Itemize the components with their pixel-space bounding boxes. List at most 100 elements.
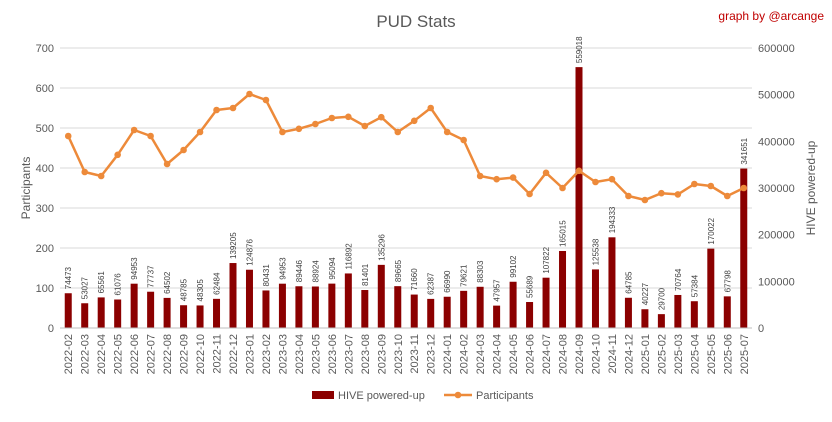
y-left-tick-label: 700 — [36, 43, 54, 55]
line-point — [509, 174, 517, 181]
y-right-tick-label: 400000 — [758, 136, 795, 148]
bar — [674, 294, 682, 328]
line-point — [575, 167, 583, 175]
x-tick-label: 2024-04 — [492, 334, 504, 374]
bar — [394, 286, 402, 328]
bar — [657, 314, 665, 328]
y-right-tick-label: 500000 — [758, 90, 795, 102]
bar — [542, 277, 550, 328]
y-left-tick-label: 100 — [36, 283, 54, 295]
bar-data-label: 559018 — [575, 36, 584, 63]
line-point — [97, 172, 105, 180]
line-point — [81, 168, 89, 176]
bar — [559, 250, 567, 328]
line-point — [443, 128, 451, 136]
bar — [328, 283, 336, 328]
line-point — [394, 128, 402, 136]
bar — [114, 299, 122, 328]
y-left-tick-label: 0 — [48, 323, 54, 335]
bar-data-label: 74473 — [64, 266, 73, 289]
line-point — [707, 182, 715, 190]
line-point — [361, 122, 369, 130]
bar-data-label: 94953 — [278, 257, 287, 280]
x-tick-label: 2024-03 — [475, 334, 487, 374]
bar — [147, 291, 155, 328]
bar — [180, 305, 188, 328]
y-left-tick-label: 500 — [36, 123, 54, 135]
line-point — [312, 120, 319, 128]
bar-data-label: 67798 — [723, 270, 732, 293]
line-point — [328, 114, 336, 122]
x-tick-label: 2023-08 — [360, 334, 372, 374]
x-tick-label: 2022-07 — [146, 334, 158, 374]
legend-swatch-bar — [312, 391, 334, 399]
line-point — [740, 184, 748, 192]
bar — [64, 293, 72, 328]
bar — [707, 248, 715, 328]
x-tick-label: 2022-02 — [63, 334, 75, 374]
bar — [410, 294, 418, 328]
line-point — [410, 117, 418, 125]
bar — [344, 273, 352, 328]
x-tick-label: 2025-02 — [656, 334, 668, 374]
bar-data-label: 29700 — [657, 287, 666, 310]
bar — [262, 290, 270, 328]
x-tick-label: 2025-06 — [722, 334, 734, 374]
line-point — [279, 128, 286, 136]
bar-data-label: 64502 — [163, 271, 172, 294]
bar-data-label: 139205 — [229, 232, 238, 259]
line-point — [163, 160, 171, 168]
line-point — [229, 104, 237, 112]
bar-data-label: 61076 — [114, 273, 123, 296]
x-tick-label: 2023-11 — [409, 334, 421, 374]
bar — [723, 296, 731, 328]
bar — [740, 168, 748, 328]
line-point — [262, 96, 270, 104]
x-tick-label: 2024-09 — [574, 334, 586, 374]
line-point — [147, 132, 154, 140]
line-point — [691, 180, 698, 188]
bar-data-label: 48305 — [196, 279, 205, 302]
x-tick-label: 2024-01 — [442, 334, 454, 374]
participants-line — [67, 92, 745, 202]
bar — [229, 263, 237, 328]
x-tick-label: 2025-01 — [640, 334, 652, 374]
line-point — [476, 172, 484, 180]
line-point — [196, 128, 204, 136]
bar — [427, 298, 435, 328]
x-tick-label: 2024-02 — [459, 334, 471, 374]
x-tick-label: 2024-06 — [525, 334, 537, 374]
x-tick-label: 2024-12 — [623, 334, 635, 374]
bar — [130, 283, 138, 328]
line-point — [295, 125, 303, 133]
bar — [493, 305, 501, 328]
bar — [476, 286, 484, 328]
bar-data-label: 64785 — [624, 271, 633, 294]
bar-data-label: 65561 — [97, 271, 106, 294]
line-point — [658, 189, 665, 197]
bar-data-label: 170022 — [707, 217, 716, 244]
x-tick-label: 2024-10 — [590, 334, 602, 374]
bar — [377, 264, 385, 328]
y-left-tick-label: 300 — [36, 203, 54, 215]
bar-data-label: 94953 — [130, 257, 139, 280]
bar-data-label: 57384 — [690, 274, 699, 297]
bar — [526, 302, 534, 328]
bar-data-label: 194333 — [608, 206, 617, 233]
x-tick-label: 2023-05 — [310, 334, 322, 374]
bar — [295, 286, 303, 328]
x-tick-label: 2022-03 — [80, 334, 92, 374]
bar-data-label: 107822 — [542, 246, 551, 273]
x-tick-label: 2023-07 — [343, 334, 355, 374]
line-point — [460, 136, 467, 144]
line-point — [64, 132, 72, 140]
line-point — [246, 90, 253, 98]
x-tick-label: 2022-05 — [113, 334, 125, 374]
line-point — [427, 104, 435, 112]
line-point — [130, 126, 138, 134]
x-tick-label: 2022-11 — [212, 334, 224, 374]
x-tick-label: 2023-06 — [327, 334, 339, 374]
bar — [509, 281, 517, 328]
bar — [196, 305, 204, 328]
